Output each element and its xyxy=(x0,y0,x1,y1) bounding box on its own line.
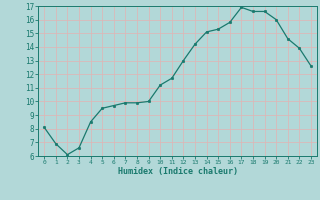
X-axis label: Humidex (Indice chaleur): Humidex (Indice chaleur) xyxy=(118,167,238,176)
